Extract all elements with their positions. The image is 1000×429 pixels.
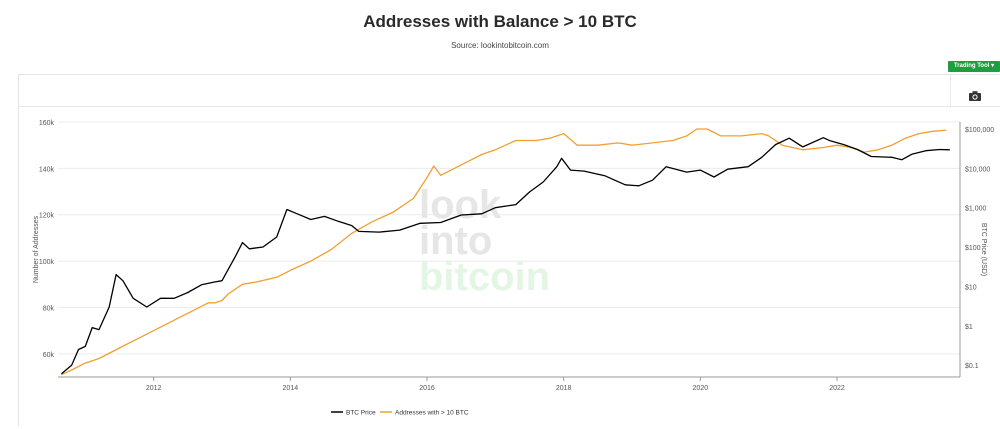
trading-tool-label: Trading Tool — [953, 63, 990, 69]
chart-svg: look into bitcoin 60k 80k 100k 120k 140k 160k… — [33, 120, 994, 417]
chart-area: look into bitcoin 60k 80k 100k 120k 140k 160k… — [26, 116, 1000, 421]
watermark: look into bitcoin — [419, 183, 550, 299]
y-right-tick-label: $1 — [965, 324, 973, 331]
btc-price-series-line — [60, 137, 950, 375]
camera-icon[interactable] — [968, 90, 982, 102]
x-tick-label: 2018 — [556, 385, 572, 392]
y-right-tick-label: $100,000 — [965, 127, 994, 134]
legend-item: BTC Price — [346, 410, 376, 417]
y-right-tick-label: $10,000 — [965, 166, 990, 173]
trading-tool-button[interactable]: Trading Tool ▾ — [948, 61, 1000, 72]
y-left-tick-label: 100k — [39, 259, 55, 266]
toolbar-divider — [18, 106, 1000, 107]
watermark-line-1: look — [419, 183, 502, 227]
y-left-tick-label: 160k — [39, 120, 55, 127]
y-right-tick-label: $0.1 — [965, 363, 979, 370]
watermark-line-2: into — [419, 219, 492, 263]
y-left-tick-label: 80k — [43, 305, 55, 312]
x-tick-label: 2022 — [829, 385, 845, 392]
y-right-tick-label: $10 — [965, 284, 977, 291]
y-left-axis-title: Number of Addresses — [33, 215, 40, 283]
chevron-down-icon: ▾ — [991, 63, 995, 69]
y-right-axis-title: BTC Price (USD) — [980, 223, 987, 276]
chart-frame — [18, 74, 1000, 426]
x-tick-label: 2012 — [146, 385, 162, 392]
x-tick-label: 2014 — [283, 385, 299, 392]
toolbar-vertical-divider — [950, 75, 951, 106]
y-left-tick-label: 140k — [39, 166, 55, 173]
y-right-tick-label: $1,000 — [965, 206, 987, 213]
y-left-tick-label: 60k — [43, 352, 55, 359]
watermark-line-3: bitcoin — [419, 255, 550, 299]
page-subtitle: Source: lookintobitcoin.com — [451, 41, 549, 50]
x-tick-label: 2020 — [693, 385, 709, 392]
legend-item: Addresses with > 10 BTC — [395, 410, 469, 417]
y-right-tick-label: $100 — [965, 245, 981, 252]
x-tick-label: 2016 — [419, 385, 435, 392]
y-left-tick-label: 120k — [39, 213, 55, 220]
page-title: Addresses with Balance > 10 BTC — [363, 12, 637, 31]
addresses-series-line — [61, 128, 947, 376]
